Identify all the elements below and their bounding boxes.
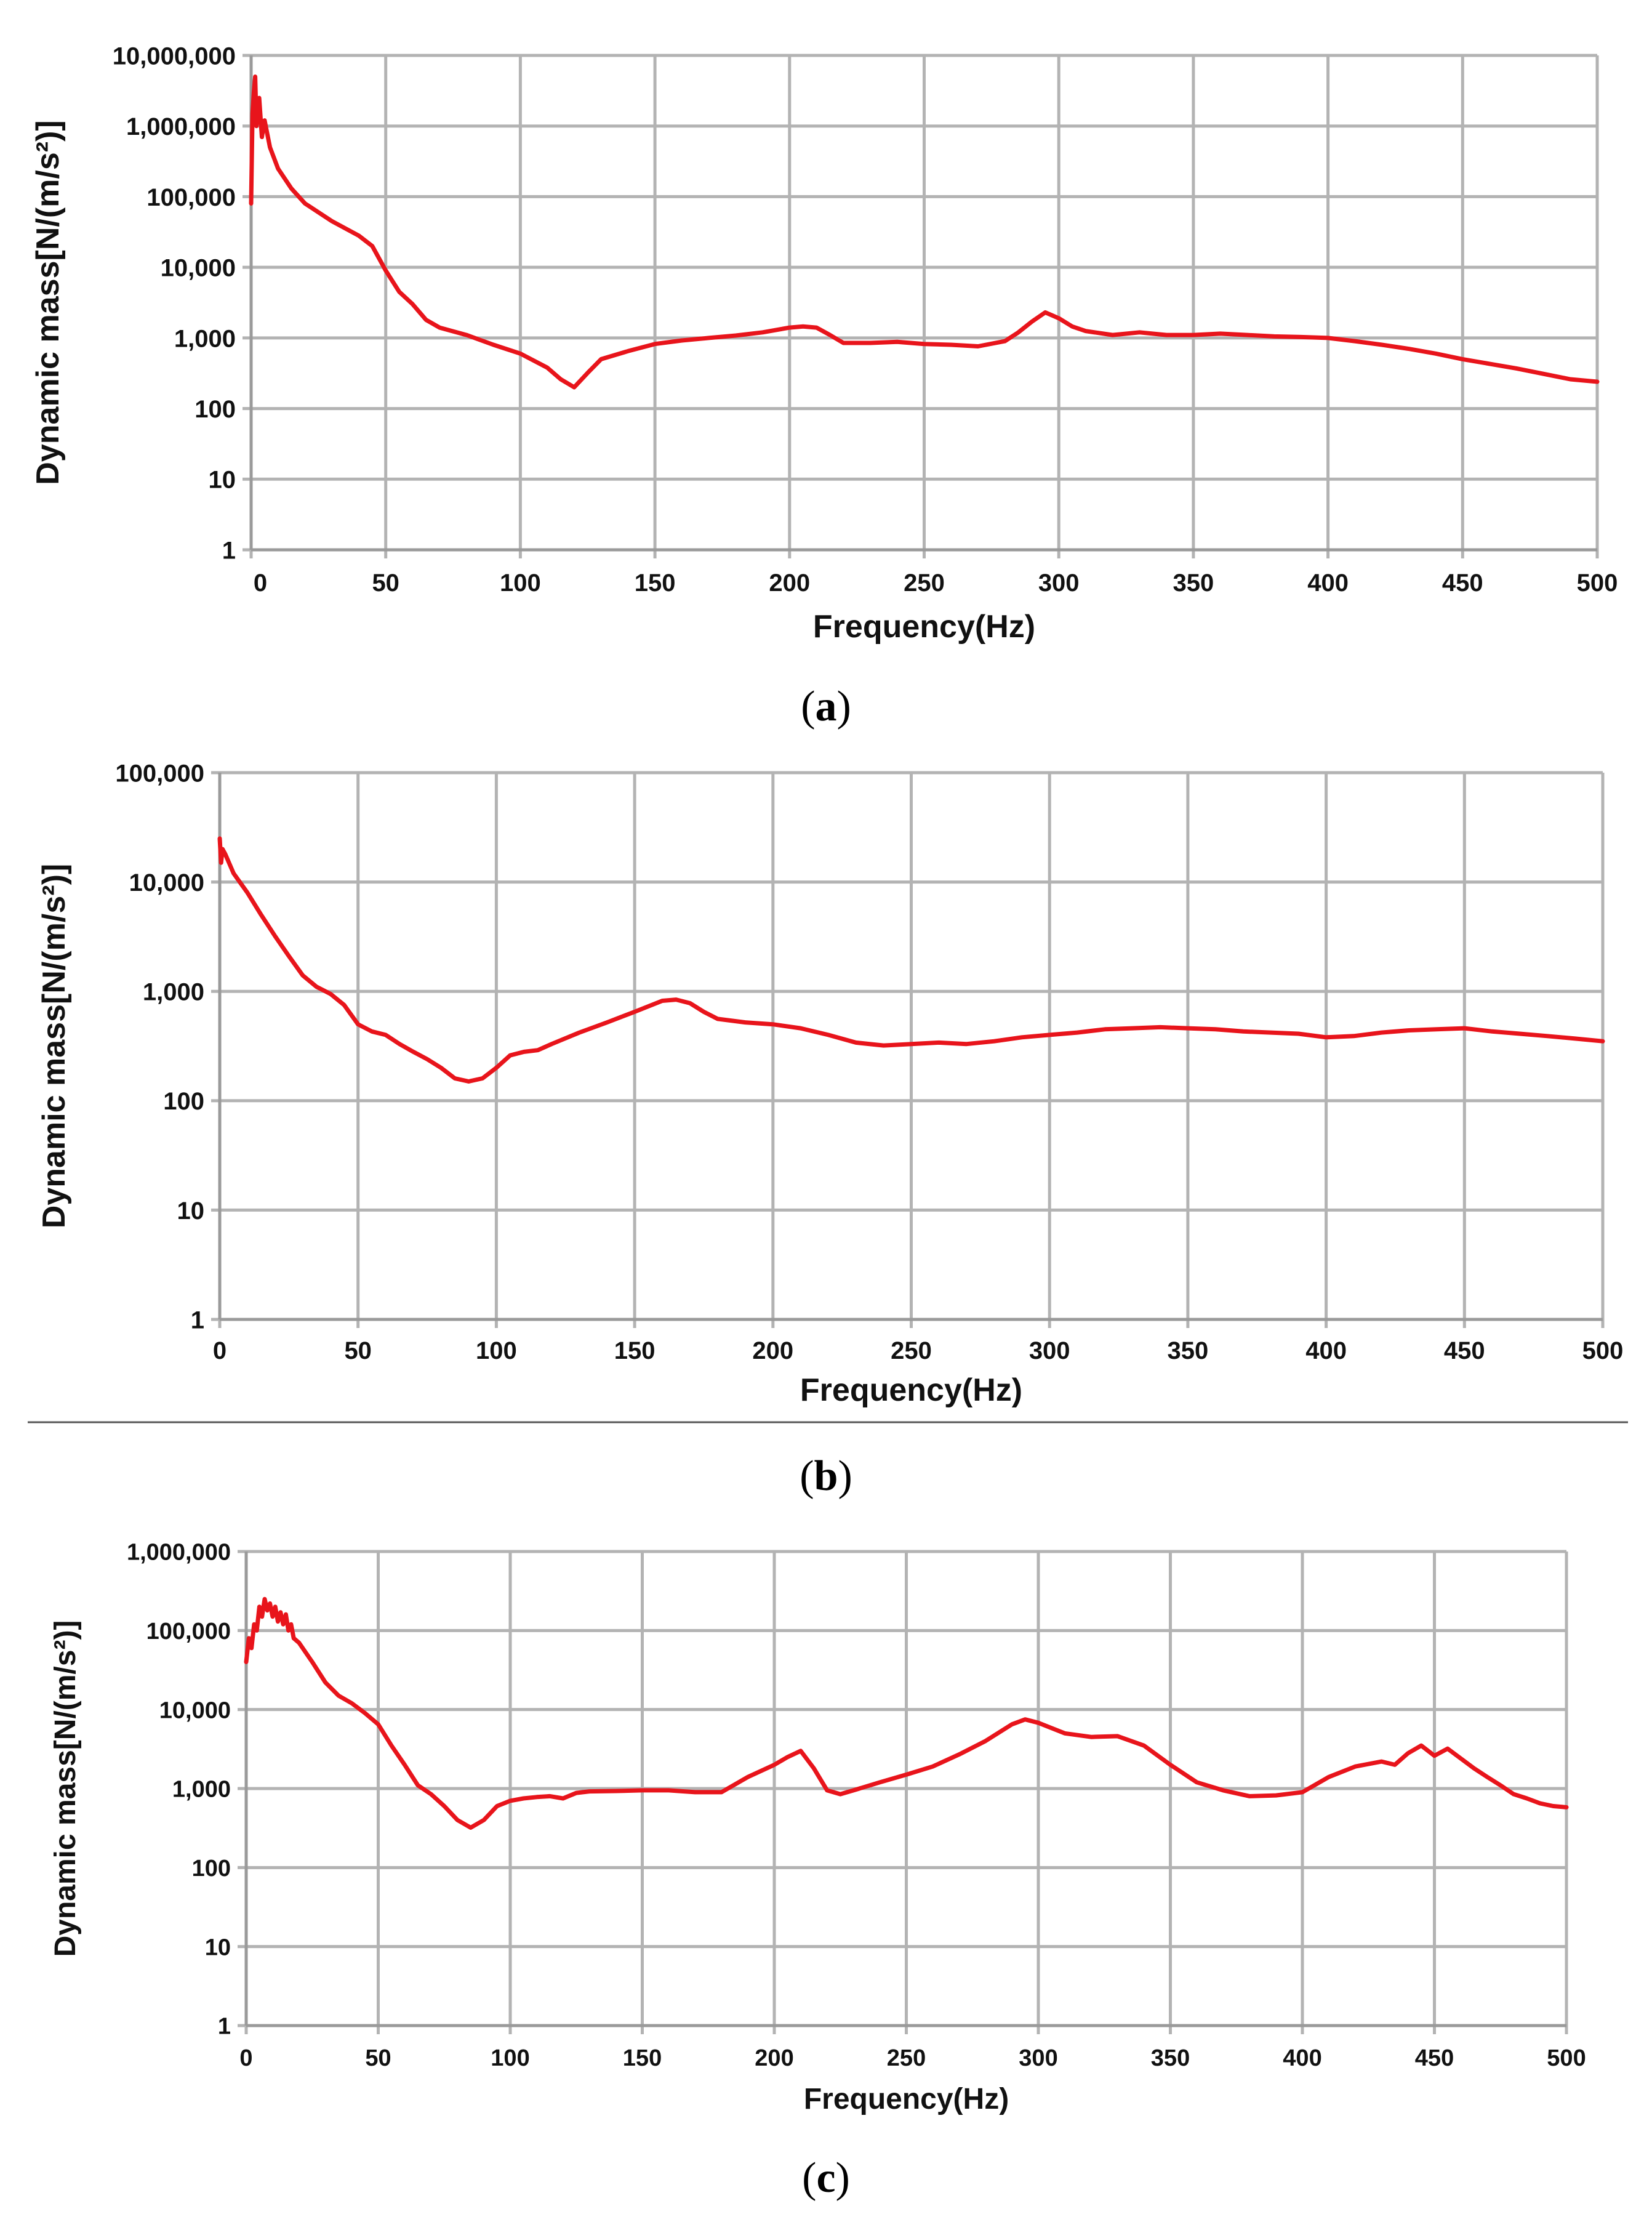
y-tick-label: 1,000,000: [127, 1540, 231, 1566]
y-tick-label: 10,000: [159, 1697, 231, 1723]
series-line-dynamic-mass: [244, 1596, 1569, 1830]
x-axis-label: Frequency(Hz): [813, 609, 1035, 645]
x-tick-label: 0: [213, 1337, 227, 1364]
y-tick-label: 100: [163, 1088, 204, 1115]
y-axis-label: Dynamic mass[N/(m/s²)]: [49, 1620, 82, 1957]
series-line-dynamic-mass: [217, 836, 1605, 1084]
x-tick-label: 250: [904, 570, 945, 597]
x-tick-label: 250: [887, 2045, 926, 2071]
x-tick-label: 300: [1019, 2045, 1057, 2071]
series-line-dynamic-mass: [249, 74, 1600, 390]
x-axis-label: Frequency(Hz): [800, 1372, 1022, 1408]
y-axis-label: Dynamic mass[N/(m/s²)]: [36, 864, 72, 1228]
y-tick-label: 1,000,000: [126, 113, 236, 140]
y-tick-label: 10: [205, 1934, 231, 1960]
x-tick-label: 450: [1444, 1337, 1485, 1364]
x-tick-label: 0: [239, 2045, 252, 2071]
caption-b: (b): [800, 1452, 852, 1500]
x-tick-label: 350: [1168, 1337, 1209, 1364]
y-tick-label: 10: [209, 467, 236, 494]
y-tick-label: 100,000: [146, 1619, 231, 1644]
caption-c-letter: c: [816, 2154, 835, 2202]
y-tick-label: 100: [192, 1856, 231, 1882]
y-tick-label: 100,000: [146, 184, 236, 211]
x-tick-label: 450: [1442, 570, 1483, 597]
y-tick-label: 10: [177, 1198, 205, 1225]
x-tick-label: 200: [755, 2045, 793, 2071]
y-tick-label: 100: [194, 396, 236, 423]
x-tick-label: 350: [1173, 570, 1214, 597]
x-tick-label: 50: [365, 2045, 391, 2071]
x-tick-label: 250: [891, 1337, 932, 1364]
y-tick-label: 10,000,000: [113, 42, 236, 70]
x-tick-label: 400: [1305, 1337, 1347, 1364]
caption-a-letter: a: [816, 683, 837, 730]
y-tick-label: 1: [222, 537, 236, 564]
x-tick-label: 350: [1151, 2045, 1190, 2071]
x-tick-label: 50: [344, 1337, 372, 1364]
y-tick-label: 100,000: [115, 760, 204, 787]
x-tick-label: 500: [1577, 570, 1618, 597]
y-tick-label: 1,000: [143, 979, 204, 1006]
caption-a: (a): [801, 683, 851, 730]
x-tick-label: 400: [1283, 2045, 1321, 2071]
x-tick-label: 200: [769, 570, 810, 597]
chart-a: 0 50 100 150 200 250 300 350 400 450 500 1 10 100 1,00…: [30, 42, 1618, 645]
x-tick-label: 200: [752, 1337, 793, 1364]
x-tick-label: 0: [254, 570, 267, 597]
x-tick-label: 50: [372, 570, 399, 597]
caption-b-letter: b: [814, 1452, 838, 1500]
y-tick-label: 10,000: [161, 255, 236, 282]
x-tick-label: 150: [623, 2045, 662, 2071]
y-tick-label: 1: [218, 2014, 231, 2040]
x-tick-label: 150: [635, 570, 676, 597]
chart-c: 0 50 100 150 200 250 300 350 400 450 500 1 10 100 1,00…: [49, 1540, 1586, 2115]
x-tick-label: 150: [614, 1337, 656, 1364]
x-axis-label: Frequency(Hz): [804, 2083, 1009, 2115]
x-tick-label: 100: [491, 2045, 529, 2071]
x-tick-label: 400: [1307, 570, 1349, 597]
caption-c: (c): [802, 2154, 850, 2202]
chart-b: 0 50 100 150 200 250 300 350 400 450 500 1 10 100 1,00…: [36, 760, 1623, 1408]
y-tick-label: 1,000: [174, 325, 236, 352]
x-tick-label: 500: [1547, 2045, 1586, 2071]
y-tick-label: 10,000: [129, 869, 204, 896]
x-tick-label: 450: [1415, 2045, 1454, 2071]
y-axis-label: Dynamic mass[N/(m/s²)]: [30, 120, 66, 485]
x-tick-label: 100: [476, 1337, 517, 1364]
x-tick-label: 300: [1029, 1337, 1070, 1364]
y-tick-label: 1: [191, 1306, 204, 1334]
x-tick-label: 300: [1038, 570, 1080, 597]
y-tick-label: 1,000: [172, 1777, 231, 1803]
x-tick-label: 500: [1582, 1337, 1624, 1364]
x-tick-label: 100: [500, 570, 541, 597]
